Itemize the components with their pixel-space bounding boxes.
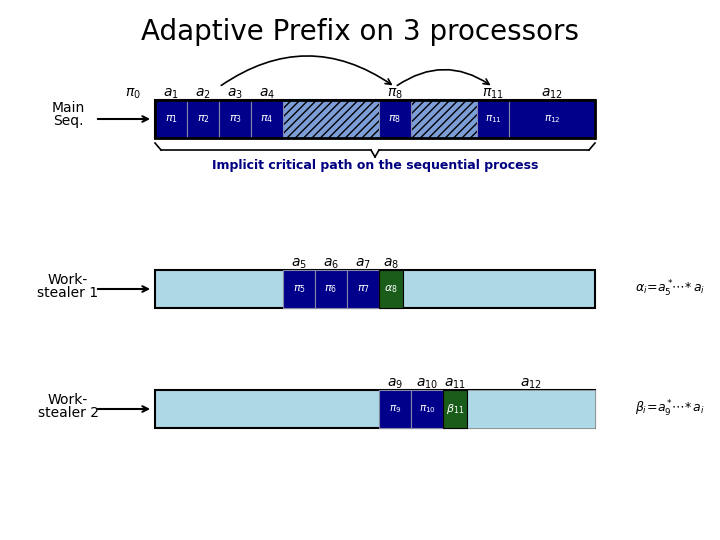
Text: $a_4$: $a_4$: [259, 87, 275, 101]
Text: $\beta_{11}$: $\beta_{11}$: [446, 402, 464, 416]
Text: Main: Main: [51, 101, 85, 115]
Bar: [509, 100, 595, 138]
Text: $\beta_i\!=\!a_9^*\!\cdots\!*a_i$: $\beta_i\!=\!a_9^*\!\cdots\!*a_i$: [635, 399, 705, 419]
Text: $\pi_{11}$: $\pi_{11}$: [482, 87, 504, 101]
Text: $a_{12}$: $a_{12}$: [520, 377, 542, 391]
Text: $\pi_8$: $\pi_8$: [387, 87, 403, 101]
Text: $\pi_3$: $\pi_3$: [228, 113, 241, 125]
Text: $\pi_4$: $\pi_4$: [261, 113, 274, 125]
Bar: [283, 270, 315, 308]
Text: $\alpha_i\!=\!a_5^*\!\cdots\!*a_i$: $\alpha_i\!=\!a_5^*\!\cdots\!*a_i$: [635, 279, 705, 299]
Text: $\pi_{10}$: $\pi_{10}$: [418, 403, 436, 415]
Bar: [251, 100, 283, 138]
Text: $\pi_7$: $\pi_7$: [356, 283, 369, 295]
Text: $a_{10}$: $a_{10}$: [416, 377, 438, 391]
Text: $\pi_6$: $\pi_6$: [325, 283, 338, 295]
Bar: [315, 270, 347, 308]
Bar: [219, 100, 251, 138]
Text: $\pi_{12}$: $\pi_{12}$: [544, 113, 560, 125]
Text: $a_9$: $a_9$: [387, 377, 403, 391]
Bar: [187, 100, 219, 138]
Text: stealer 2: stealer 2: [37, 406, 99, 420]
Bar: [155, 270, 595, 308]
Text: Implicit critical path on the sequential process: Implicit critical path on the sequential…: [212, 159, 538, 172]
Text: stealer 1: stealer 1: [37, 286, 99, 300]
Bar: [347, 270, 379, 308]
Bar: [411, 100, 477, 138]
Bar: [379, 100, 411, 138]
Bar: [155, 100, 187, 138]
Text: $a_{11}$: $a_{11}$: [444, 377, 466, 391]
Bar: [467, 390, 595, 428]
Text: $a_2$: $a_2$: [195, 87, 211, 101]
Text: $\alpha_8$: $\alpha_8$: [384, 283, 398, 295]
Text: $\pi_1$: $\pi_1$: [165, 113, 177, 125]
Text: $\pi_0$: $\pi_0$: [125, 87, 141, 101]
Text: Work-: Work-: [48, 393, 88, 407]
Text: Adaptive Prefix on 3 processors: Adaptive Prefix on 3 processors: [141, 18, 579, 46]
Bar: [155, 100, 595, 138]
Text: $a_1$: $a_1$: [163, 87, 179, 101]
Text: $a_3$: $a_3$: [227, 87, 243, 101]
Bar: [283, 100, 379, 138]
Text: $a_6$: $a_6$: [323, 257, 339, 271]
Bar: [379, 390, 411, 428]
Text: $\pi_9$: $\pi_9$: [389, 403, 401, 415]
Text: Work-: Work-: [48, 273, 88, 287]
Text: $\pi_5$: $\pi_5$: [292, 283, 305, 295]
Bar: [379, 270, 403, 308]
Bar: [443, 390, 467, 428]
Bar: [155, 390, 595, 428]
Text: Seq.: Seq.: [53, 114, 84, 128]
Text: $\pi_{11}$: $\pi_{11}$: [485, 113, 501, 125]
Text: $a_{12}$: $a_{12}$: [541, 87, 563, 101]
Text: $a_7$: $a_7$: [355, 257, 371, 271]
Bar: [477, 100, 509, 138]
Text: $\pi_2$: $\pi_2$: [197, 113, 210, 125]
Text: $a_8$: $a_8$: [383, 257, 399, 271]
Bar: [411, 390, 443, 428]
Text: $a_5$: $a_5$: [291, 257, 307, 271]
Text: $\pi_8$: $\pi_8$: [389, 113, 402, 125]
Bar: [155, 100, 595, 138]
